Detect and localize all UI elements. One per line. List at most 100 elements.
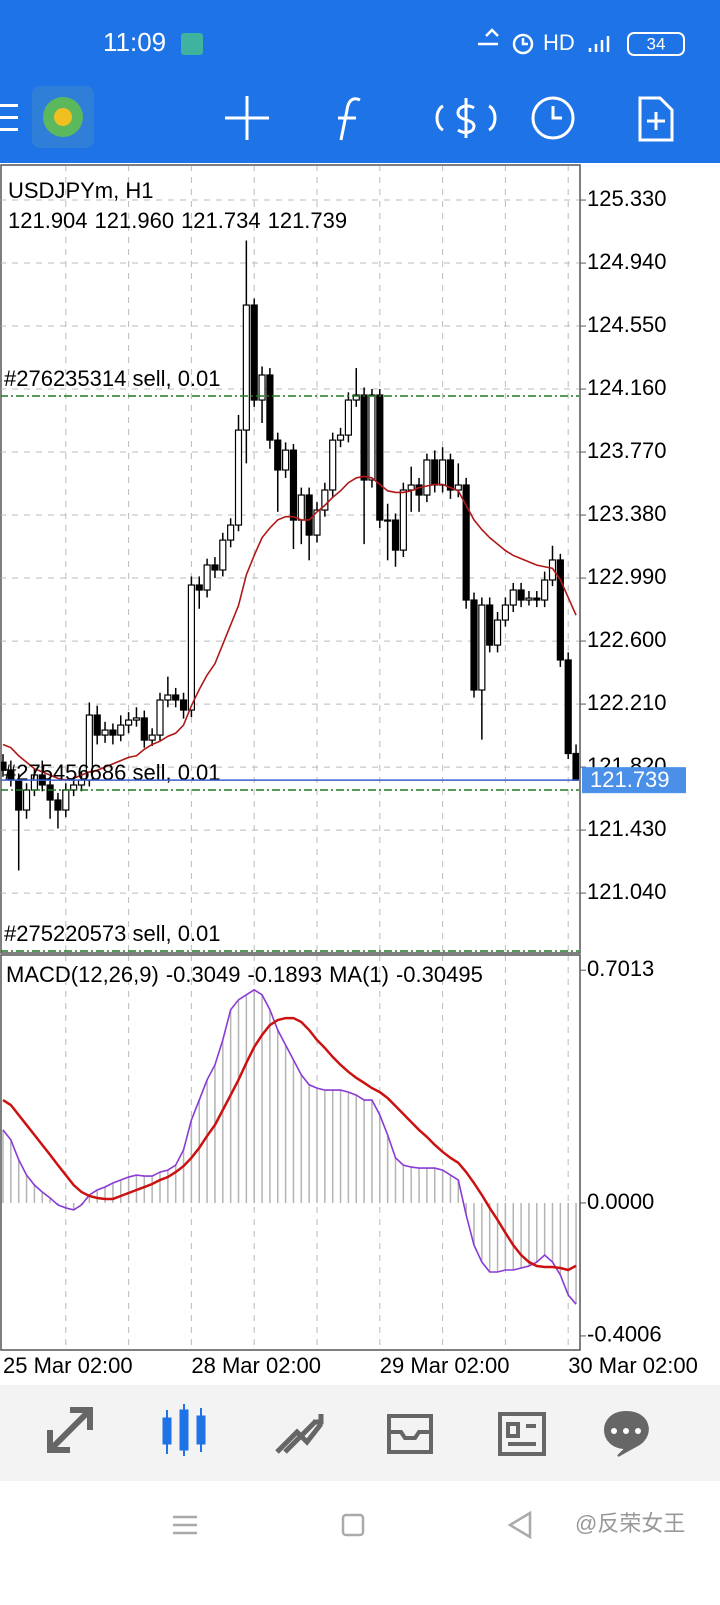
candle-body [124,719,133,726]
candle-body [140,717,148,741]
candle-body [415,484,423,496]
recent-button[interactable] [173,1515,197,1535]
candle-body [517,589,525,601]
indicator-value: -0.30495 [396,962,483,987]
candle-body [486,604,494,646]
y-tick-label: 0.0000 [587,1189,654,1214]
candle-body [329,439,337,491]
clock: 11:09 [103,27,166,57]
quote-value: 121.739 [268,208,348,233]
y-tick-label: 122.210 [587,690,667,715]
candle-body [478,604,486,691]
candle-body [132,717,141,721]
candle-body [148,734,156,741]
macd-line [2,988,577,1305]
candle-body [46,784,54,801]
chart-tab[interactable] [162,1404,206,1456]
quote-value: 121.734 [181,208,261,233]
price-pane [0,164,581,954]
quote-line: 121.904 121.960 121.734 121.739 [8,208,347,233]
candle-body [423,459,431,496]
x-tick-label: 30 Mar 02:00 [568,1353,698,1378]
candle-body [195,584,203,591]
candle-body [187,584,195,711]
indicator-value: -0.1893 [247,962,322,987]
candle-body [1,761,7,771]
back-button[interactable] [507,1510,532,1540]
quotes-tab[interactable] [47,1407,93,1453]
y-tick-label: 121.430 [587,816,667,841]
messages-tab[interactable] [604,1410,649,1457]
candle-body [211,564,219,571]
candle-body [399,489,407,551]
candle-body [242,304,250,431]
candle-body [305,494,313,536]
candle-body [462,484,470,601]
news-tab[interactable] [498,1412,546,1456]
symbol-title: USDJPYm, H1 [8,178,153,203]
battery-level: 34 [647,34,666,53]
indicator-header: MACD(12,26,9) -0.3049 -0.1893 MA(1) -0.30495 [6,962,483,987]
candle-body [439,459,447,486]
candle-body [203,564,211,591]
candle-body [156,699,164,736]
candle-body [70,784,78,791]
period-button[interactable] [531,96,575,140]
bottom-nav [0,1385,720,1481]
battery [627,32,685,56]
history-tab[interactable] [387,1414,433,1454]
candle-body [101,729,109,736]
candle-body [117,724,125,736]
axes: 125.330 124.940 124.550 124.160 123.770 123.3… [3,186,698,1378]
y-tick-label: 124.550 [587,312,667,337]
price-plot: #276235314 sell, 0.01 #275456686 sell, 0.… [1,166,579,952]
candle-body [493,619,502,646]
price-tag [582,767,686,794]
candle-body [533,597,541,601]
candle-body [368,394,376,481]
indicator-name: MA(1) [329,962,389,987]
indicator-pane [0,954,581,1351]
candle-body [384,519,392,522]
new-order-button[interactable] [638,96,674,142]
indicator-plot [2,956,577,1349]
system-nav [173,1510,532,1540]
indicators-button[interactable] [338,97,361,141]
status-icons [478,28,610,55]
y-tick-label: -0.4006 [587,1322,662,1347]
y-tick-label: 124.940 [587,249,667,274]
candle-body [321,489,329,511]
macd-line [2,1016,577,1272]
order-label: #275456686 sell, 0.01 [4,760,221,785]
candle-body [274,439,282,471]
indicator-title: MACD(12,26,9) [6,962,159,987]
candle-body [431,459,439,486]
candle-body [572,752,579,781]
crosshair-button[interactable] [225,96,269,140]
candle-body [376,394,384,521]
candle-body [564,659,572,755]
quote-value: 121.904 [8,208,88,233]
quote-value: 121.960 [95,208,175,233]
y-tick-label: 121.040 [587,879,667,904]
candle-body [391,519,400,551]
candle-body [297,494,305,521]
app-badge [181,33,203,55]
candle-body [164,694,172,701]
order-label: #276235314 sell, 0.01 [4,366,221,391]
candle-body [172,694,180,701]
candle-body [336,434,345,441]
candle-body [501,604,509,621]
menu-button[interactable] [0,104,18,131]
candle-body [525,597,533,601]
app-logo-dot [54,108,72,126]
y-tick-label: 0.7013 [587,956,654,981]
home-button[interactable] [341,1513,365,1537]
candle-body [266,374,274,441]
candle-body [352,394,360,401]
x-tick-label: 25 Mar 02:00 [3,1353,133,1378]
candle-body [548,559,557,581]
trade-button[interactable] [435,98,497,138]
trade-tab[interactable] [275,1414,324,1454]
